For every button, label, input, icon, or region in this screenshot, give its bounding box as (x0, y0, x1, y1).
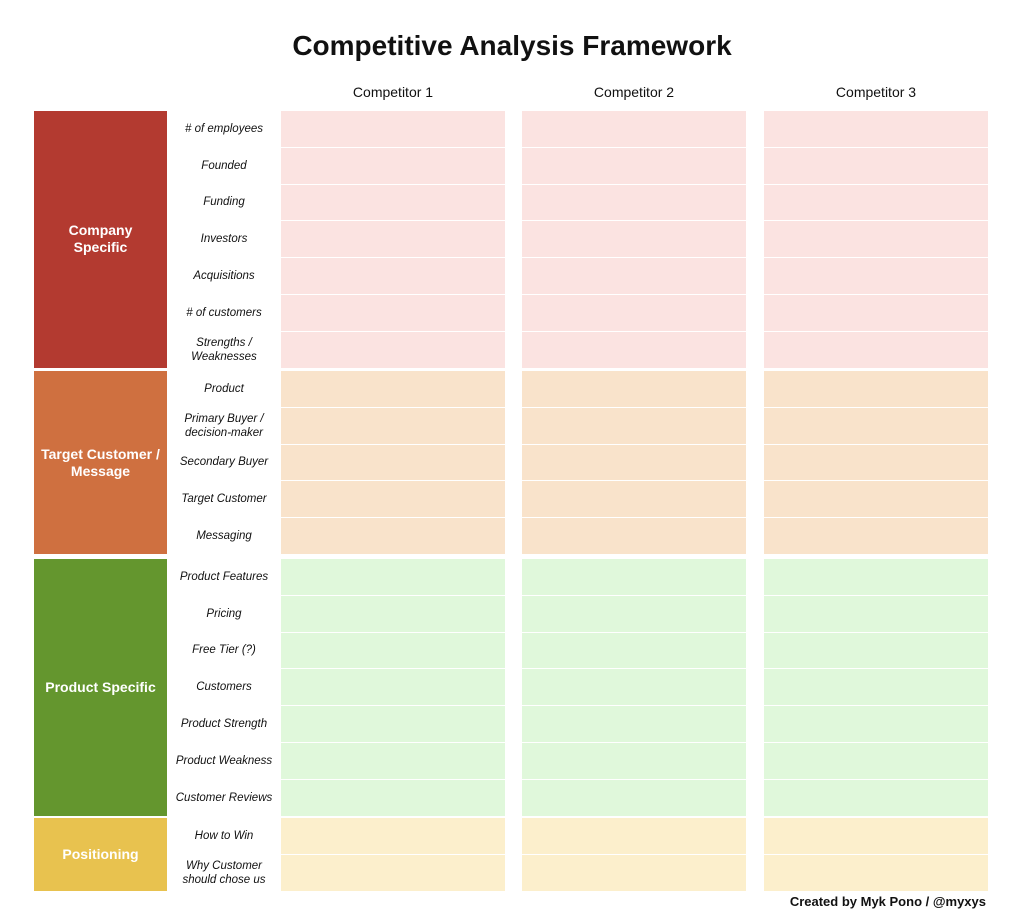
input-cell-primary-buyer-decision-maker-competitor-2[interactable] (522, 407, 746, 444)
input-cell-secondary-buyer-competitor-3[interactable] (764, 444, 988, 481)
input-cell-secondary-buyer-competitor-1[interactable] (281, 444, 505, 481)
input-cell-product-features-competitor-1[interactable] (281, 559, 505, 595)
input-cell-product-strength-competitor-2[interactable] (522, 706, 746, 742)
input-cell-product-competitor-3[interactable] (764, 371, 988, 407)
input-cell-funding-competitor-2[interactable] (522, 184, 746, 221)
section-company-specific: Company Specific (34, 111, 167, 368)
input-cell-founded-competitor-3[interactable] (764, 147, 988, 184)
input-cell-why-customer-should-chose-us-competitor-1[interactable] (281, 854, 505, 891)
row-label-how-to-win: How to Win (194, 829, 254, 842)
input-cell-primary-buyer-decision-maker-competitor-3[interactable] (764, 407, 988, 444)
row-label-product-weakness: Product Weakness (175, 754, 273, 767)
input-cell-acquisitions-competitor-3[interactable] (764, 258, 988, 294)
section-target-customer-message: Target Customer / Message (34, 371, 167, 554)
input-cell-funding-competitor-1[interactable] (281, 184, 505, 221)
input-cell-messaging-competitor-1[interactable] (281, 518, 505, 554)
input-cell-customer-reviews-competitor-1[interactable] (281, 779, 505, 816)
input-cell-free-tier-competitor-3[interactable] (764, 632, 988, 669)
input-cell-product-weakness-competitor-1[interactable] (281, 743, 505, 779)
input-cell-product-strength-competitor-3[interactable] (764, 706, 988, 742)
row-label-of-employees: # of employees (185, 122, 263, 135)
input-cell-customer-reviews-competitor-2[interactable] (522, 779, 746, 816)
row-label-target-customer: Target Customer (181, 493, 267, 506)
input-cell-target-customer-competitor-2[interactable] (522, 481, 746, 518)
row-label-product: Product (204, 382, 244, 395)
input-cell-of-employees-competitor-3[interactable] (764, 111, 988, 147)
row-label-customer-reviews: Customer Reviews (175, 791, 273, 804)
input-cell-acquisitions-competitor-1[interactable] (281, 258, 505, 294)
input-cell-investors-competitor-3[interactable] (764, 221, 988, 258)
input-cell-of-customers-competitor-2[interactable] (522, 295, 746, 331)
row-label-founded: Founded (201, 159, 247, 172)
input-cell-product-weakness-competitor-3[interactable] (764, 743, 988, 779)
row-label-primary-buyer-decision-maker: Primary Buyer / decision-maker (184, 412, 264, 439)
input-cell-primary-buyer-decision-maker-competitor-1[interactable] (281, 407, 505, 444)
input-cell-pricing-competitor-1[interactable] (281, 595, 505, 632)
input-cell-target-customer-competitor-1[interactable] (281, 481, 505, 518)
row-label-product-features: Product Features (179, 570, 269, 583)
input-cell-free-tier-competitor-2[interactable] (522, 632, 746, 669)
input-cell-of-employees-competitor-1[interactable] (281, 111, 505, 147)
row-label-strengths-weaknesses: Strengths / Weaknesses (191, 336, 257, 363)
input-cell-product-weakness-competitor-2[interactable] (522, 743, 746, 779)
row-label-product-strength: Product Strength (180, 718, 268, 731)
input-cell-product-features-competitor-2[interactable] (522, 559, 746, 595)
input-cell-strengths-weaknesses-competitor-1[interactable] (281, 331, 505, 368)
credit-footer: Created by Myk Pono / @myxys (789, 894, 986, 909)
input-cell-customer-reviews-competitor-3[interactable] (764, 779, 988, 816)
section-product-specific: Product Specific (34, 559, 167, 816)
competitor-2-header: Competitor 2 (593, 84, 675, 100)
input-cell-pricing-competitor-3[interactable] (764, 595, 988, 632)
input-cell-funding-competitor-3[interactable] (764, 184, 988, 221)
input-cell-investors-competitor-2[interactable] (522, 221, 746, 258)
row-label-investors: Investors (200, 233, 248, 246)
input-cell-how-to-win-competitor-3[interactable] (764, 818, 988, 854)
row-label-secondary-buyer: Secondary Buyer (179, 456, 269, 469)
row-label-messaging: Messaging (196, 530, 252, 543)
input-cell-why-customer-should-chose-us-competitor-3[interactable] (764, 854, 988, 891)
input-cell-product-competitor-1[interactable] (281, 371, 505, 407)
input-cell-founded-competitor-2[interactable] (522, 147, 746, 184)
row-label-customers: Customers (196, 681, 252, 694)
input-cell-investors-competitor-1[interactable] (281, 221, 505, 258)
input-cell-customers-competitor-2[interactable] (522, 669, 746, 706)
input-cell-strengths-weaknesses-competitor-3[interactable] (764, 331, 988, 368)
row-label-of-customers: # of customers (186, 306, 262, 319)
input-cell-secondary-buyer-competitor-2[interactable] (522, 444, 746, 481)
input-cell-customers-competitor-1[interactable] (281, 669, 505, 706)
row-label-funding: Funding (203, 196, 245, 209)
input-cell-how-to-win-competitor-1[interactable] (281, 818, 505, 854)
row-label-free-tier: Free Tier (?) (192, 644, 256, 657)
input-cell-free-tier-competitor-1[interactable] (281, 632, 505, 669)
input-cell-product-competitor-2[interactable] (522, 371, 746, 407)
input-cell-target-customer-competitor-3[interactable] (764, 481, 988, 518)
row-label-acquisitions: Acquisitions (193, 270, 255, 283)
row-label-pricing: Pricing (206, 607, 242, 620)
input-cell-messaging-competitor-3[interactable] (764, 518, 988, 554)
input-cell-product-strength-competitor-1[interactable] (281, 706, 505, 742)
input-cell-why-customer-should-chose-us-competitor-2[interactable] (522, 854, 746, 891)
input-cell-pricing-competitor-2[interactable] (522, 595, 746, 632)
page-title: Competitive Analysis Framework (292, 30, 732, 61)
input-cell-how-to-win-competitor-2[interactable] (522, 818, 746, 854)
competitor-1-header: Competitor 1 (352, 84, 434, 100)
input-cell-product-features-competitor-3[interactable] (764, 559, 988, 595)
input-cell-strengths-weaknesses-competitor-2[interactable] (522, 331, 746, 368)
input-cell-customers-competitor-3[interactable] (764, 669, 988, 706)
competitor-3-header: Competitor 3 (835, 84, 917, 100)
input-cell-of-customers-competitor-3[interactable] (764, 295, 988, 331)
input-cell-founded-competitor-1[interactable] (281, 147, 505, 184)
input-cell-messaging-competitor-2[interactable] (522, 518, 746, 554)
section-positioning: Positioning (34, 818, 167, 891)
row-label-why-customer-should-chose-us: Why Customer should chose us (182, 859, 266, 886)
input-cell-of-employees-competitor-2[interactable] (522, 111, 746, 147)
input-cell-of-customers-competitor-1[interactable] (281, 295, 505, 331)
input-cell-acquisitions-competitor-2[interactable] (522, 258, 746, 294)
